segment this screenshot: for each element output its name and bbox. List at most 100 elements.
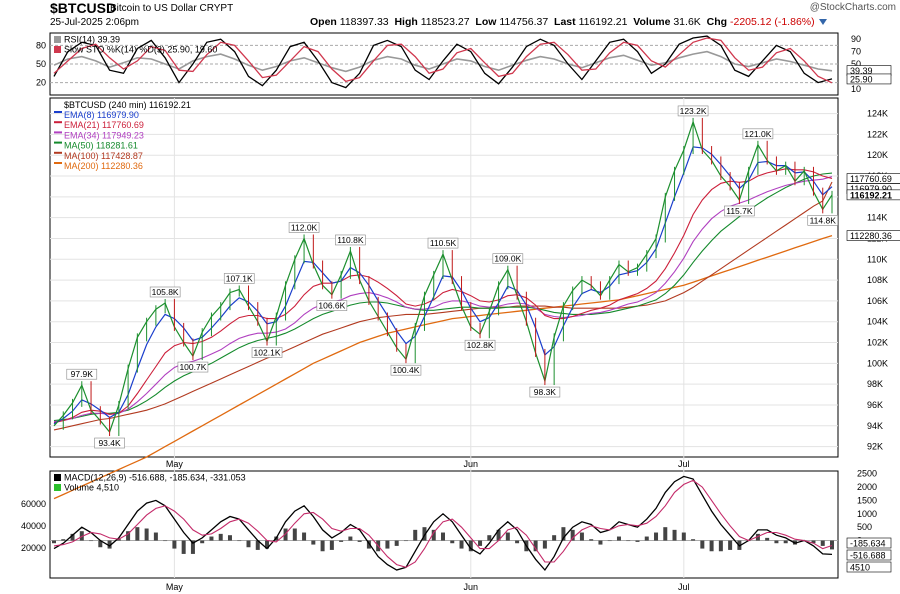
macd-histogram-bar [626, 540, 631, 542]
macd-histogram-bar [718, 540, 723, 552]
macd-legend-swatch [54, 484, 61, 491]
macd-histogram-bar [561, 527, 566, 541]
price-y-tick-label: 92K [867, 442, 883, 452]
macd-histogram-bar [163, 540, 168, 542]
macd-histogram-bar [765, 537, 770, 541]
osc-right-tick-label: 10 [851, 84, 861, 94]
macd-histogram-bar [709, 540, 714, 552]
price-value-label: 116192.21 [850, 190, 892, 200]
annotation-label: 100.7K [179, 362, 206, 372]
annotation-box [390, 364, 422, 376]
price-legend-entry: MA(100) 117428.87 [64, 151, 143, 161]
price-legend-entry: EMA(8) 116979.90 [64, 110, 139, 120]
macd-signal-line [53, 479, 833, 568]
osc-right-tick-label: 90 [851, 34, 861, 44]
annotation-label: 102.1K [254, 347, 281, 357]
macd-histogram-bar [654, 532, 659, 541]
macd-histogram-bar [811, 540, 816, 544]
annotation-label: 114.8K [810, 215, 837, 225]
annotation-label: 102.8K [467, 340, 494, 350]
price-series-line [53, 234, 833, 500]
macd-histogram-bar [126, 531, 131, 541]
annotation-box [724, 205, 755, 217]
osc-legend-entry: Slow STO %K(14) %D(3) 25.90, 19.60 [64, 45, 217, 55]
annotation-label: 105.8K [152, 287, 179, 297]
macd-histogram-bar [52, 540, 56, 544]
price-y-tick-label: 104K [867, 317, 888, 327]
price-x-tick-label: Jun [464, 459, 479, 469]
annotation-box [335, 234, 366, 246]
symbol-title: $BTCUSD [50, 0, 117, 16]
macd-histogram-bar [200, 540, 205, 544]
brand-watermark: @StockCharts.com [809, 2, 896, 13]
macd-histogram-bar [487, 535, 492, 541]
annotation-box [427, 237, 459, 249]
price-legend-swatch [54, 111, 62, 113]
price-y-tick-label: 124K [867, 109, 888, 119]
macd-x-tick-label: May [166, 582, 184, 592]
annotation-label: 98.3K [534, 387, 557, 397]
price-x-tick-label: Jul [678, 459, 690, 469]
price-legend-swatch [54, 131, 62, 134]
annotation-box [223, 273, 255, 284]
macd-histogram-bar [153, 532, 158, 541]
macd-histogram-bar [570, 529, 575, 541]
macd-value-tag [846, 561, 892, 573]
macd-right-tick-label: 1500 [857, 495, 877, 505]
macd-histogram-bar [700, 540, 705, 549]
price-y-tick-label: 102K [867, 338, 888, 348]
price-y-tick-label: 108K [867, 275, 888, 285]
macd-legend-entry: MACD(12,26,9) -516.688, -185.634, -331.0… [64, 473, 246, 483]
macd-histogram-bar [302, 532, 307, 541]
macd-histogram-bar [385, 540, 390, 549]
price-y-tick-label: 114K [867, 213, 887, 223]
macd-legend-swatch [54, 474, 61, 481]
price-series-line [53, 181, 833, 431]
macd-histogram-bar [181, 540, 186, 554]
macd-histogram-bar [820, 540, 825, 546]
macd-histogram-bar [70, 533, 75, 541]
annotation-label: 93.4K [98, 438, 121, 448]
price-y-tick-label: 122K [867, 129, 888, 139]
macd-histogram-bar [505, 532, 510, 541]
macd-line [53, 475, 833, 572]
osc-series-line [53, 37, 833, 84]
macd-histogram-bar [830, 540, 834, 550]
macd-histogram-bar [116, 539, 121, 541]
macd-histogram-bar [589, 539, 594, 541]
price-y-tick-label: 100K [867, 358, 888, 368]
annotation-label: 123.2K [680, 106, 707, 116]
macd-histogram-bar [209, 536, 214, 541]
annotation-box [742, 128, 774, 140]
price-value-label: 116979.90 [850, 184, 892, 194]
macd-right-tick-label: 2500 [857, 469, 877, 479]
annotation-box [464, 339, 496, 351]
macd-histogram-bar [607, 540, 612, 542]
ohlc-readout: Open 118397.33 High 118523.27 Low 114756… [310, 16, 827, 28]
macd-histogram-bar [459, 540, 464, 549]
macd-histogram-bar [728, 540, 733, 550]
macd-histogram-bar [774, 540, 779, 544]
macd-histogram-bar [681, 532, 686, 541]
macd-histogram-bar [329, 540, 334, 550]
annotation-box [149, 286, 181, 298]
price-legend-entry: MA(50) 118281.61 [64, 141, 138, 151]
osc-right-tick-label: 70 [851, 47, 861, 57]
macd-histogram-bar [190, 540, 195, 554]
macd-value-tag [846, 549, 892, 561]
macd-value-label: 4510 [850, 563, 870, 573]
macd-histogram-bar [403, 540, 408, 542]
chg-dropdown-icon[interactable] [818, 19, 827, 25]
annotation-box [807, 215, 839, 226]
annotation-label: 107.1K [226, 273, 253, 283]
price-x-tick-label: May [166, 459, 184, 469]
macd-histogram-bar [237, 540, 242, 542]
price-y-tick-label: 94K [867, 421, 883, 431]
osc-series-line [53, 50, 833, 73]
macd-histogram-bar [311, 540, 316, 545]
osc-left-tick-label: 80 [36, 40, 46, 50]
macd-x-tick-label: Jun [464, 582, 479, 592]
macd-value-label: -185.634 [850, 539, 886, 549]
price-y-tick-label: 110K [867, 254, 887, 264]
